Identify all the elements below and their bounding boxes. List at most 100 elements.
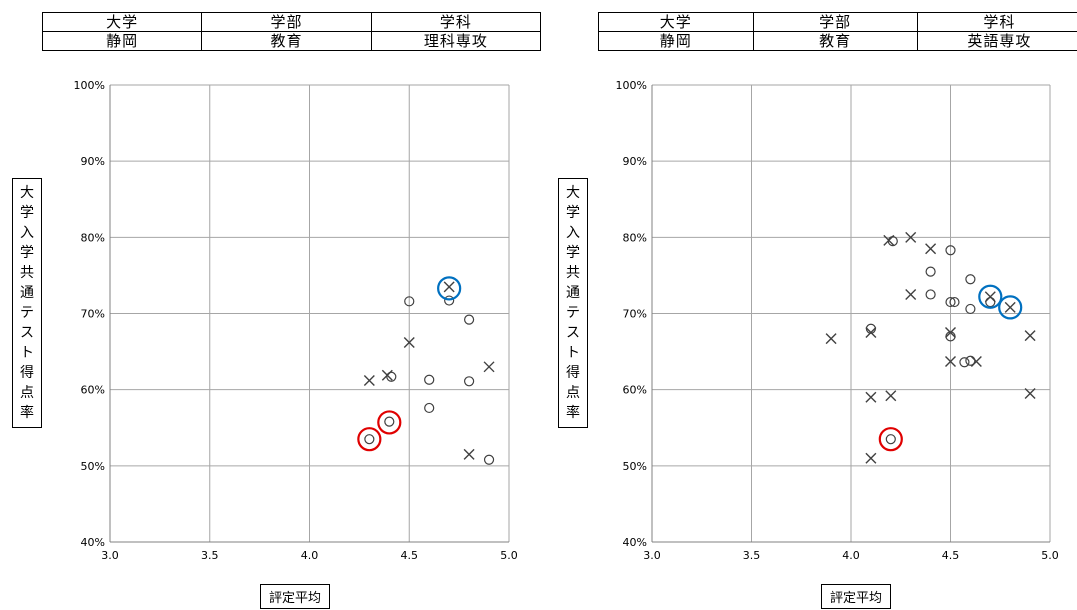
scatter-plot: 3.0 3.5 4.0 4.5 5.0 40% 50% 60% 70% 80% 90% 100% (74, 79, 518, 562)
data-point-cross (905, 288, 917, 300)
data-point-cross (463, 448, 475, 460)
data-point-circle (444, 295, 455, 306)
data-point-circle (364, 434, 375, 445)
data-point-circle (464, 376, 475, 387)
data-point-cross (363, 375, 375, 387)
x-tick-label: 5.0 (500, 549, 518, 562)
data-point-cross (403, 336, 415, 348)
y-tick-label: 40% (81, 536, 105, 549)
highlight-ring (878, 427, 903, 452)
y-tick-label: 60% (81, 384, 105, 397)
chart-panel-science: 大学 学部 学科 静岡 教育 理科専攻 3.0 3.5 4.0 4.5 5.0 40% 50… (0, 0, 542, 610)
data-point-circle (464, 314, 475, 325)
scatter-plot: 3.0 3.5 4.0 4.5 5.0 40% 50% 60% 70% 80% 90% 100% (616, 79, 1059, 562)
data-point-circle (949, 296, 960, 308)
data-point-cross (825, 333, 837, 345)
data-point-circle (386, 371, 397, 382)
y-tick-label: 90% (81, 155, 105, 168)
x-tick-label: 5.0 (1041, 549, 1059, 562)
data-point-cross (1024, 387, 1036, 399)
x-tick-label: 3.0 (101, 549, 119, 562)
x-tick-label: 4.0 (301, 549, 319, 562)
cross-stroke (945, 327, 956, 339)
y-tick-label: 80% (81, 231, 105, 244)
cross-stroke (443, 281, 455, 293)
cross-stroke (1024, 330, 1036, 342)
data-point-circle (384, 416, 395, 427)
data-point-circle (965, 274, 976, 285)
header-val-university: 静岡 (598, 31, 754, 51)
data-point-cross (443, 281, 455, 293)
data-point-cross (984, 291, 996, 303)
data-point-circle (965, 303, 976, 315)
x-tick-label: 3.0 (643, 549, 661, 562)
header-val-faculty: 教育 (201, 31, 372, 51)
x-tick-label: 4.5 (401, 549, 419, 562)
x-axis-label: 評定平均 (260, 584, 331, 609)
data-point-cross (483, 361, 495, 373)
data-point-cross (865, 327, 877, 339)
data-point-circle (945, 245, 956, 256)
y-tick-label: 50% (623, 460, 647, 473)
data-point-circle (925, 266, 936, 277)
data-point-cross (945, 355, 956, 367)
y-tick-label: 70% (81, 308, 105, 321)
x-tick-label: 3.5 (201, 549, 219, 562)
cross-stroke (483, 361, 495, 373)
y-tick-label: 40% (623, 536, 647, 549)
data-point-circle (925, 289, 936, 300)
cross-stroke (1024, 387, 1036, 399)
cross-stroke (905, 231, 917, 243)
data-point-cross (865, 452, 877, 464)
data-point-cross (905, 231, 917, 243)
y-axis-label-text: 大学入学共通テスト得点率 (20, 185, 34, 421)
cross-stroke (945, 355, 956, 367)
header-table: 大学 学部 学科 静岡 教育 英語専攻 (598, 12, 1077, 51)
cross-stroke (865, 327, 877, 339)
x-tick-label: 3.5 (743, 549, 761, 562)
header-col-department: 学科 (916, 12, 1077, 32)
highlight-ring (998, 295, 1023, 320)
highlight-ring (377, 410, 402, 435)
data-point-cross (925, 243, 937, 255)
x-tick-label: 4.0 (842, 549, 860, 562)
cross-stroke (463, 448, 475, 460)
data-point-cross (945, 327, 956, 339)
y-tick-label: 100% (74, 79, 105, 92)
cross-stroke (363, 375, 375, 387)
cross-stroke (970, 355, 982, 367)
data-point-circle (424, 374, 435, 385)
highlight-ring (978, 284, 1003, 309)
y-tick-label: 90% (623, 155, 647, 168)
data-point-circle (945, 296, 956, 308)
y-tick-label: 80% (623, 231, 647, 244)
data-point-circle (424, 402, 435, 414)
highlight-ring (357, 427, 382, 452)
data-point-cross (1004, 301, 1016, 313)
cross-stroke (883, 234, 895, 246)
y-tick-label: 100% (616, 79, 647, 92)
data-point-cross (885, 390, 897, 402)
data-point-circle (885, 434, 896, 445)
cross-stroke (865, 452, 877, 464)
cross-stroke (925, 243, 937, 255)
data-point-cross (883, 234, 895, 246)
cross-stroke (885, 390, 897, 402)
cross-stroke (865, 391, 877, 403)
header-val-department: 理科専攻 (370, 31, 542, 51)
cross-stroke (1004, 301, 1016, 313)
header-val-department: 英語専攻 (916, 31, 1077, 51)
data-point-circle (483, 454, 495, 465)
cross-stroke (403, 336, 415, 348)
y-tick-label: 60% (623, 384, 647, 397)
data-point-cross (970, 355, 982, 367)
header-table: 大学 学部 学科 静岡 教育 理科専攻 (41, 12, 542, 51)
highlight-ring (437, 276, 462, 301)
cross-stroke (984, 291, 996, 303)
cross-stroke (381, 369, 393, 381)
data-point-circle (959, 357, 970, 368)
x-tick-label: 4.5 (942, 549, 960, 562)
x-axis-label: 評定平均 (821, 584, 892, 609)
y-axis-label-text: 大学入学共通テスト得点率 (566, 185, 580, 421)
cross-stroke (825, 333, 837, 345)
